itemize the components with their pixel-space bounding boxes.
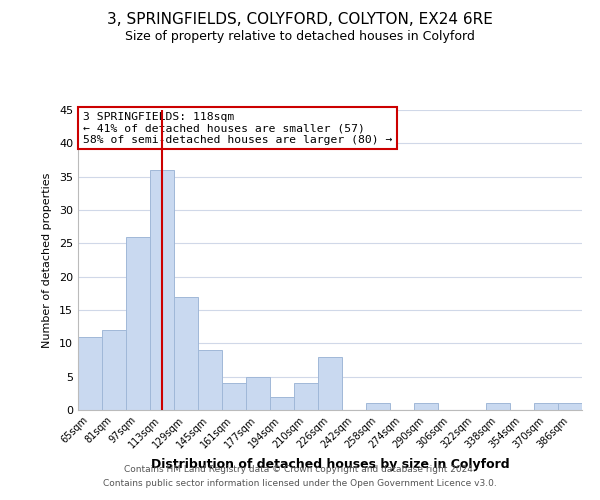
Bar: [270, 396, 294, 410]
Bar: [294, 384, 318, 410]
Text: Contains HM Land Registry data © Crown copyright and database right 2024.
Contai: Contains HM Land Registry data © Crown c…: [103, 466, 497, 487]
Bar: [534, 404, 558, 410]
Bar: [366, 404, 390, 410]
Bar: [150, 170, 174, 410]
Text: 3, SPRINGFIELDS, COLYFORD, COLYTON, EX24 6RE: 3, SPRINGFIELDS, COLYFORD, COLYTON, EX24…: [107, 12, 493, 28]
Bar: [174, 296, 198, 410]
Bar: [486, 404, 510, 410]
Text: 3 SPRINGFIELDS: 118sqm
← 41% of detached houses are smaller (57)
58% of semi-det: 3 SPRINGFIELDS: 118sqm ← 41% of detached…: [83, 112, 392, 144]
Bar: [126, 236, 150, 410]
Bar: [198, 350, 222, 410]
Bar: [102, 330, 126, 410]
Text: Size of property relative to detached houses in Colyford: Size of property relative to detached ho…: [125, 30, 475, 43]
Bar: [222, 384, 246, 410]
Bar: [78, 336, 102, 410]
Bar: [414, 404, 438, 410]
X-axis label: Distribution of detached houses by size in Colyford: Distribution of detached houses by size …: [151, 458, 509, 471]
Bar: [558, 404, 582, 410]
Bar: [318, 356, 342, 410]
Bar: [246, 376, 270, 410]
Y-axis label: Number of detached properties: Number of detached properties: [42, 172, 52, 348]
